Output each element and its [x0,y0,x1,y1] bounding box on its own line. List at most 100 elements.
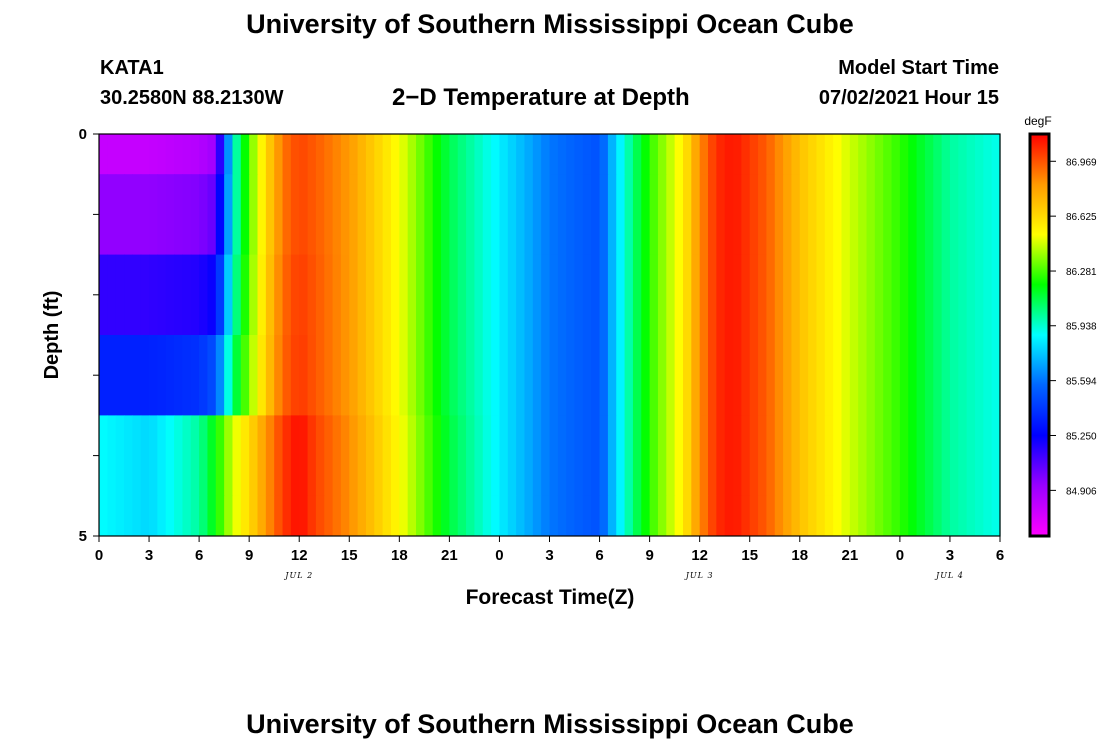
heatmap-cell [332,254,342,336]
heatmap-cell [816,415,826,497]
page-title: University of Southern Mississippi Ocean… [246,9,854,39]
heatmap-cell [507,335,517,416]
heatmap-cell [749,335,759,416]
heatmap-cell [824,174,834,255]
heatmap-cell [299,335,309,416]
heatmap-cell [783,335,793,416]
heatmap-cell [899,254,909,336]
heatmap-cell [532,415,542,497]
heatmap-cell [524,254,534,336]
heatmap-cell [841,254,851,336]
heatmap-cell [899,415,909,497]
heatmap-cell [257,495,267,537]
heatmap-cell [716,134,726,175]
heatmap-cell [532,254,542,336]
heatmap-cell [691,174,701,255]
heatmap-cell [232,174,242,255]
heatmap-cell [541,134,551,175]
heatmap-cell [507,254,517,336]
heatmap-cell [774,335,784,416]
heatmap-cell [666,174,676,255]
heatmap-cell [107,415,117,497]
heatmap-cell [215,134,225,175]
heatmap-cell [207,254,217,336]
heatmap-cell [674,335,684,416]
heatmap-cell [566,335,576,416]
heatmap-cell [340,174,350,255]
heatmap-cell [799,174,809,255]
heatmap-cell [716,495,726,537]
x-tick-label: 6 [195,547,203,564]
heatmap-cell [99,415,108,497]
x-tick-label: 15 [341,547,358,564]
heatmap-cell [190,174,200,255]
heatmap-cell [349,415,359,497]
x-axis: 0 3 6 9 12 15 18 21 0 3 6 9 12 15 18 21 0 3 6 JUL 2 JUL 3 JUL… [95,536,1004,580]
heatmap-cell [899,174,909,255]
heatmap-cell [849,254,859,336]
heatmap-cell [549,174,559,255]
heatmap-cell [249,174,259,255]
heatmap-cell [649,254,659,336]
heatmap-cell [115,335,125,416]
heatmap-cell [858,335,868,416]
heatmap-cell [199,174,209,255]
heatmap-cell [691,134,701,175]
heatmap-cell [541,254,551,336]
heatmap-cell [232,335,242,416]
heatmap-cell [99,335,108,416]
heatmap-cell [365,415,375,497]
heatmap-cell [624,134,634,175]
heatmap-cell [666,134,676,175]
heatmap-cell [482,335,492,416]
heatmap-cell [240,254,250,336]
heatmap-cell [299,134,309,175]
heatmap-cell [474,134,484,175]
heatmap-cell [716,415,726,497]
heatmap-cell [599,495,609,537]
heatmap-cell [682,174,692,255]
heatmap-cell [491,174,501,255]
heatmap-cell [666,254,676,336]
heatmap-cell [874,335,884,416]
heatmap-cell [232,495,242,537]
heatmap-cell [215,495,225,537]
heatmap-cell [399,174,409,255]
heatmap-cell [574,254,584,336]
heatmap-cell [808,415,818,497]
heatmap-cell [682,415,692,497]
heatmap-cell [874,134,884,175]
heatmap-cell [482,415,492,497]
heatmap-cell [457,335,467,416]
heatmap-cell [899,335,909,416]
heatmap-cell [249,335,259,416]
heatmap-cell [983,174,993,255]
heatmap-cell [390,134,400,175]
heatmap-cell [357,415,367,497]
heatmap-cell [657,335,667,416]
heatmap-cell [215,254,225,336]
heatmap-cell [816,174,826,255]
heatmap-cell [783,134,793,175]
heatmap-cell [991,335,1001,416]
heatmap-cell [399,254,409,336]
x-tick-label: 9 [645,547,653,564]
heatmap-cell [974,415,984,497]
heatmap-cell [666,415,676,497]
heatmap-cell [749,254,759,336]
colorbar-label: 85.250 [1066,432,1097,443]
heatmap-cell [949,174,959,255]
heatmap-cell [416,174,425,255]
heatmap-cell [632,415,642,497]
heatmap-cell [924,495,934,537]
heatmap-cell [574,174,584,255]
heatmap-cell [674,415,684,497]
heatmap-cell [249,134,259,175]
heatmap-cell [215,415,225,497]
heatmap-cell [574,335,584,416]
heatmap-cell [332,335,342,416]
heatmap-cell [349,134,359,175]
heatmap-cell [299,174,309,255]
heatmap-cell [140,415,150,497]
heatmap-cell [924,174,934,255]
